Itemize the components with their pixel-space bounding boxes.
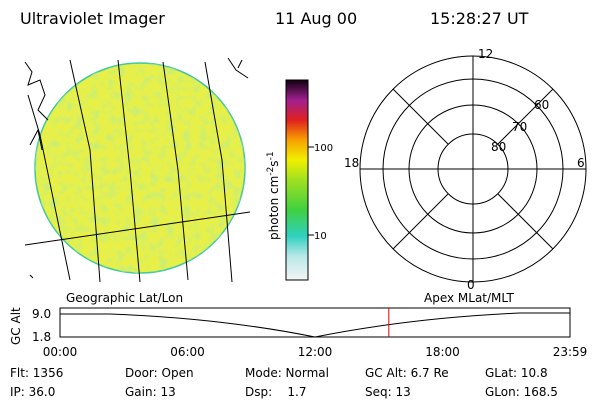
colorbar: 100 10 photon cm-2s-1: [266, 79, 333, 281]
x-tick-label: 00:00: [43, 345, 78, 359]
status-field: GLat: 10.8: [485, 366, 548, 380]
y-label: GC Alt: [9, 307, 23, 345]
mlat-label: 70: [512, 120, 527, 134]
time: 15:28:27 UT: [430, 9, 529, 28]
colorbar-tick-label: 100: [314, 143, 333, 154]
caption: Geographic Lat/Lon: [66, 291, 183, 305]
unit: s: [267, 160, 281, 166]
status-field: Gain: 13: [125, 385, 176, 399]
y-tick-label: 1.8: [32, 330, 51, 344]
status-field: IP: 36.0: [10, 385, 55, 399]
mlat-label: 80: [491, 140, 506, 154]
coastline: [24, 57, 249, 279]
altitude-curve: [60, 312, 570, 338]
colorbar-scale: [285, 79, 309, 281]
mlt-label: 6: [577, 156, 585, 170]
y-tick-label: 9.0: [32, 307, 51, 321]
date: 11 Aug 00: [275, 9, 357, 28]
x-tick-label: 23:59: [553, 345, 588, 359]
colorbar-tick-label: 10: [314, 231, 327, 242]
status-field: Seq: 13: [365, 385, 411, 399]
status-field: Dsp: 1.7: [245, 385, 307, 399]
x-tick-label: 12:00: [298, 345, 333, 359]
x-tick-label: 18:00: [425, 345, 460, 359]
timeline-box: [59, 307, 571, 338]
status-field: Mode: Normal: [245, 366, 329, 380]
mlat-label: 60: [534, 98, 549, 112]
mlt-label: 0: [467, 278, 475, 292]
mlt-label: 12: [478, 47, 493, 61]
exp: -2: [266, 167, 276, 176]
title: Ultraviolet Imager: [20, 9, 165, 28]
status-field: GC Alt: 6.7 Re: [365, 366, 449, 380]
colorbar-label: photon cm-2s-1: [266, 151, 281, 240]
mlt-label: 18: [344, 156, 359, 170]
status-field: GLon: 168.5: [485, 385, 558, 399]
status-field: Flt: 1356: [10, 366, 63, 380]
unit: photon cm: [267, 176, 281, 240]
x-tick-label: 06:00: [170, 345, 205, 359]
image-panel: [24, 57, 251, 283]
timeline: Geographic Lat/Lon Apex MLat/MLT GC Alt …: [9, 291, 571, 345]
caption: Apex MLat/MLT: [424, 291, 514, 305]
status-field: Door: Open: [125, 366, 194, 380]
polar-plot: 12 18 6 0 60 70 80: [344, 47, 587, 292]
geo-grid: [24, 59, 251, 283]
exp: -1: [266, 151, 276, 160]
